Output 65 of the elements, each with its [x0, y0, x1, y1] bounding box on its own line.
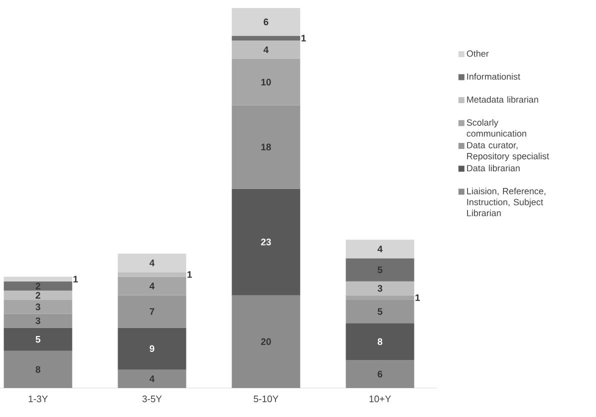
data-label: 1 [416, 294, 420, 301]
data-label: 3 [36, 317, 40, 324]
bar [346, 281, 414, 296]
data-label: 4 [264, 46, 269, 53]
bar [4, 328, 72, 351]
bar [232, 36, 300, 40]
data-label: 2 [36, 282, 40, 290]
legend-label: Data librarian [467, 164, 520, 172]
data-label: 8 [36, 366, 40, 373]
bar [118, 369, 186, 388]
data-label: 3 [36, 304, 40, 310]
legend-label: Informationist [467, 73, 520, 80]
data-label: 3 [378, 285, 382, 292]
data-label: 1 [73, 276, 78, 282]
bar [232, 188, 300, 296]
bar [232, 58, 300, 106]
bar [346, 360, 414, 388]
data-label: 9 [150, 345, 154, 352]
data-label: 5 [378, 308, 382, 315]
data-label: 4 [378, 246, 383, 252]
data-label: 18 [261, 144, 271, 150]
data-label: 23 [261, 238, 271, 246]
data-label: 5 [36, 336, 40, 343]
bar [4, 350, 72, 388]
bar [346, 300, 414, 324]
bar [4, 300, 72, 314]
data-label: 4 [150, 375, 155, 382]
x-tick-label: 10+Y [370, 396, 391, 402]
bar [346, 258, 414, 282]
bar [118, 295, 186, 328]
bar [232, 8, 300, 36]
legend-label: Scolarly communication [466, 119, 526, 137]
bar [232, 105, 300, 189]
data-label: 4 [150, 260, 155, 266]
data-label: 2 [36, 292, 40, 299]
bar [232, 295, 300, 388]
data-label: 6 [378, 370, 382, 378]
bar [4, 290, 72, 300]
data-label: 20 [261, 338, 271, 346]
data-label: 4 [150, 282, 155, 290]
bar [118, 328, 186, 370]
data-label: 8 [378, 338, 382, 346]
bar [346, 240, 414, 258]
bar [4, 276, 72, 282]
data-label: 5 [378, 266, 382, 274]
bar [118, 272, 186, 277]
x-tick-label: 3-5Y [142, 396, 162, 402]
legend-label: Other [466, 50, 489, 57]
bar [346, 295, 414, 300]
bar [346, 323, 414, 360]
legend-label: Metadata librarian [467, 96, 538, 103]
x-tick-label: 1-3Y [28, 396, 48, 402]
bar [232, 40, 300, 59]
bar [118, 276, 186, 296]
x-tick-label: 5-10Y [254, 396, 278, 402]
legend-label: Data curator, Repository specialist [467, 142, 550, 162]
data-label: 7 [150, 308, 154, 315]
bar [4, 314, 72, 328]
legend-label: Liaision, Reference, Instruction, Subject Librarian [467, 188, 546, 216]
data-label: 1 [187, 271, 192, 278]
data-label: 1 [301, 34, 306, 42]
data-label: 6 [264, 18, 268, 26]
bar [118, 254, 186, 272]
data-label: 10 [261, 78, 271, 86]
bar [4, 281, 72, 291]
